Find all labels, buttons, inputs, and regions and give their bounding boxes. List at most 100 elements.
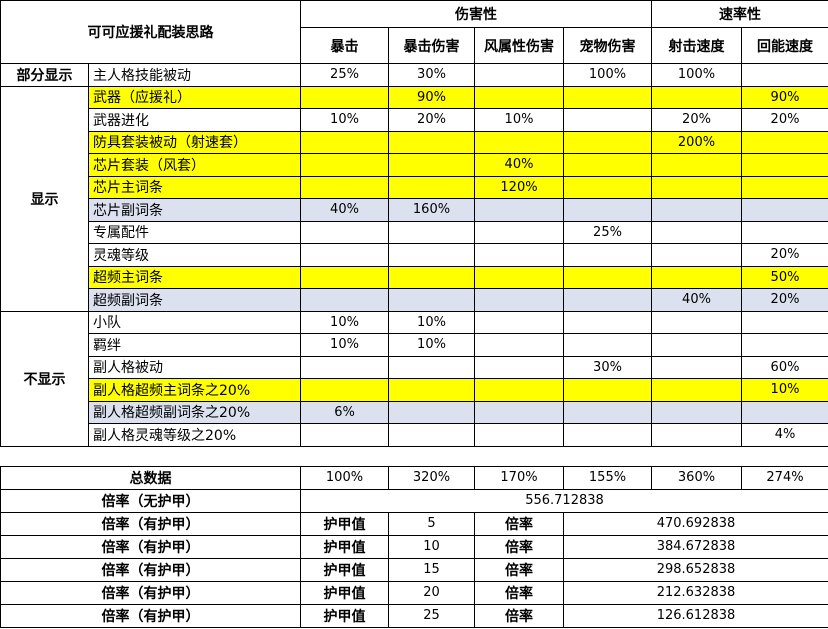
table-row: 副人格灵魂等级之20% 4%	[1, 423, 828, 447]
rate-value: 470.692838	[563, 511, 828, 536]
total-value: 320%	[388, 465, 475, 490]
rate-label: 倍率	[474, 511, 564, 536]
value-cell	[474, 400, 564, 424]
value-cell	[563, 333, 652, 357]
value-cell	[741, 130, 828, 154]
armor-label: 护甲值	[300, 603, 389, 628]
table-row: 倍率（无护甲） 556.712838	[0, 488, 828, 513]
table-row: 副人格超频副词条之20% 6%	[1, 400, 828, 424]
value-cell	[474, 243, 564, 267]
item-label: 副人格超频主词条之20%	[88, 378, 301, 402]
value-cell	[474, 288, 564, 312]
value-cell	[563, 265, 652, 289]
value-cell	[300, 153, 389, 177]
rate-value: 212.632838	[563, 580, 828, 605]
value-cell	[474, 355, 564, 379]
value-cell	[651, 85, 742, 109]
table-row: 倍率（有护甲） 护甲值 10 倍率 384.672838	[0, 534, 828, 559]
value-cell	[741, 63, 828, 87]
armor-label: 护甲值	[300, 534, 389, 559]
rate-label: 倍率（有护甲）	[0, 603, 301, 628]
column-header: 暴击伤害	[388, 27, 475, 64]
table-row	[0, 445, 828, 467]
rate-label: 倍率（无护甲）	[0, 488, 301, 513]
table-row: 倍率（有护甲） 护甲值 25 倍率 126.612838	[0, 603, 828, 628]
total-value: 360%	[651, 465, 742, 490]
section-label: 部分显示	[0, 63, 89, 87]
value-cell	[388, 130, 475, 154]
item-label: 小队	[88, 310, 301, 334]
item-label: 武器进化	[88, 108, 301, 132]
value-cell	[651, 378, 742, 402]
table-row: 羁绊 10% 10%	[1, 333, 828, 357]
value-cell: 60%	[741, 355, 828, 379]
rate-value: 298.652838	[563, 557, 828, 582]
group-header: 速率性	[651, 0, 828, 28]
column-header: 射击速度	[651, 27, 742, 64]
value-cell	[741, 153, 828, 177]
value-cell: 10%	[474, 108, 564, 132]
value-cell	[388, 423, 475, 447]
value-cell: 50%	[741, 265, 828, 289]
item-label: 专属配件	[88, 220, 301, 244]
value-cell: 30%	[388, 63, 475, 87]
table-row: 可可应援礼配装思路 伤害性 速率性	[0, 0, 828, 64]
total-value: 155%	[563, 465, 652, 490]
value-cell: 20%	[651, 108, 742, 132]
armor-label: 护甲值	[300, 511, 389, 536]
value-cell	[741, 400, 828, 424]
table-title: 可可应援礼配装思路	[0, 0, 301, 64]
value-cell	[563, 175, 652, 199]
value-cell	[474, 333, 564, 357]
value-cell	[388, 378, 475, 402]
table-row: 倍率（有护甲） 护甲值 20 倍率 212.632838	[0, 580, 828, 605]
value-cell: 90%	[388, 85, 475, 109]
table-row: 专属配件 25%	[1, 220, 828, 244]
armor-value: 5	[388, 511, 475, 536]
value-cell	[300, 85, 389, 109]
value-cell	[651, 175, 742, 199]
value-cell: 10%	[741, 378, 828, 402]
value-cell	[300, 130, 389, 154]
value-cell	[651, 153, 742, 177]
value-cell	[388, 175, 475, 199]
armor-label: 护甲值	[300, 580, 389, 605]
rate-value: 556.712838	[300, 488, 828, 513]
rate-label: 倍率（有护甲）	[0, 511, 301, 536]
value-cell: 20%	[388, 108, 475, 132]
column-header: 宠物伤害	[563, 27, 652, 64]
rate-label: 倍率	[474, 534, 564, 559]
value-cell	[300, 288, 389, 312]
section-label: 不显示	[0, 310, 89, 447]
total-value: 274%	[741, 465, 828, 490]
rate-label: 倍率	[474, 603, 564, 628]
value-cell	[563, 423, 652, 447]
value-cell	[563, 108, 652, 132]
value-cell: 10%	[300, 333, 389, 357]
table-row: 灵魂等级 20%	[1, 243, 828, 267]
rate-label: 倍率	[474, 557, 564, 582]
value-cell: 6%	[300, 400, 389, 424]
value-cell	[741, 175, 828, 199]
value-cell: 100%	[651, 63, 742, 87]
value-cell	[300, 423, 389, 447]
totals-label: 总数据	[0, 465, 301, 490]
rate-label: 倍率（有护甲）	[0, 534, 301, 559]
table-row: 副人格被动 30% 60%	[1, 355, 828, 379]
item-label: 武器（应援礼）	[88, 85, 301, 109]
column-header: 风属性伤害	[474, 27, 564, 64]
value-cell	[651, 355, 742, 379]
value-cell	[741, 310, 828, 334]
table-row: 暴击 暴击伤害 风属性伤害 宠物伤害 射击速度 回能速度	[1, 27, 828, 64]
item-label: 副人格灵魂等级之20%	[88, 423, 301, 447]
item-label: 防具套装被动（射速套）	[88, 130, 301, 154]
value-cell: 20%	[741, 243, 828, 267]
value-cell	[651, 265, 742, 289]
value-cell	[474, 130, 564, 154]
value-cell: 100%	[563, 63, 652, 87]
table-row: 芯片主词条 120%	[1, 175, 828, 199]
value-cell: 120%	[474, 175, 564, 199]
table-row: 防具套装被动（射速套） 200%	[1, 130, 828, 154]
value-cell	[563, 198, 652, 222]
value-cell: 200%	[651, 130, 742, 154]
